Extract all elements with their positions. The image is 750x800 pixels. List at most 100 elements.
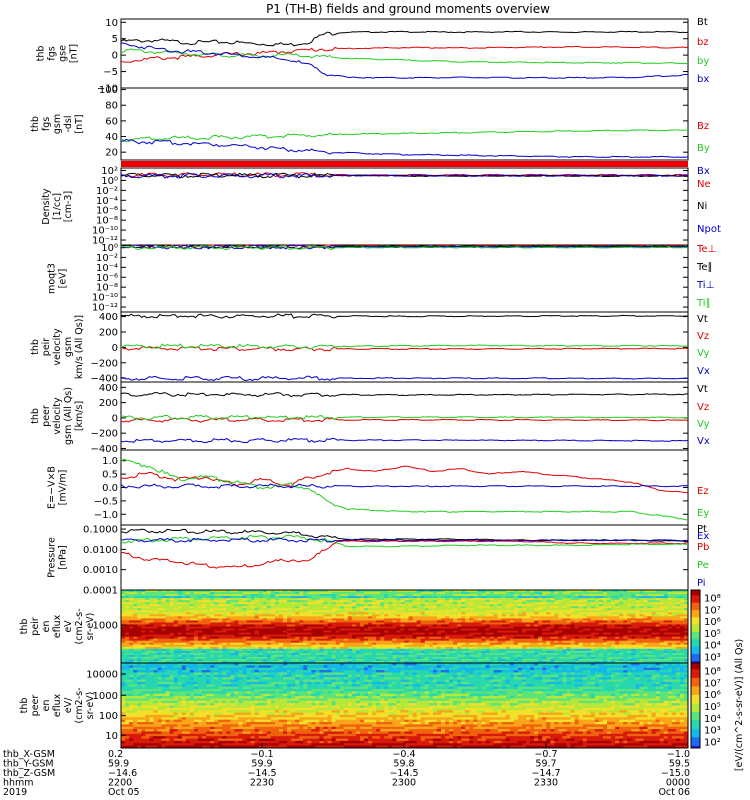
y-axis-label-line: gsm bbox=[52, 114, 63, 134]
y-tick-label: −10 bbox=[97, 84, 118, 95]
series-line-Ex bbox=[120, 483, 689, 489]
colorbar-tick-label: 10⁴ bbox=[704, 714, 721, 725]
y-axis-label-line: E=−V×B bbox=[47, 466, 58, 509]
y-axis-label-line: [nPa] bbox=[58, 545, 69, 570]
x-annotation-value: −0.4 bbox=[392, 749, 415, 760]
y-tick-label: 1000 bbox=[93, 621, 118, 632]
legend-By: By bbox=[697, 143, 710, 154]
x-annotation-value: −14.6 bbox=[108, 768, 137, 779]
y-axis-label-line: sr-eV) bbox=[85, 692, 96, 720]
y-tick-label: 0 bbox=[112, 413, 118, 424]
flag-band bbox=[121, 161, 688, 167]
y-tick-label: 5 bbox=[112, 34, 118, 45]
colorbar-tick-label: 10⁵ bbox=[704, 629, 721, 640]
legend-bx: bx bbox=[697, 74, 709, 85]
y-axis-label-line: eV bbox=[63, 620, 74, 633]
series-line-Vt bbox=[120, 392, 688, 398]
series-line-Ey bbox=[120, 458, 689, 521]
legend-Vx: Vx bbox=[697, 366, 710, 377]
y-tick-label: −0.5 bbox=[94, 496, 118, 507]
y-tick-label: 10000 bbox=[86, 670, 118, 681]
legend-by: by bbox=[697, 56, 709, 67]
y-axis-label-line: en bbox=[41, 621, 52, 633]
legend-Vt: Vt bbox=[697, 384, 708, 395]
y-tick-label: 100 bbox=[99, 85, 118, 96]
y-axis-label-line: thb bbox=[36, 46, 47, 62]
y-axis-label-line: gsm bbox=[63, 337, 74, 357]
y-tick-label: 10 bbox=[105, 18, 118, 29]
y-axis-label-line: km/s (All Qs)] bbox=[74, 315, 85, 379]
y-axis-label-line: thb bbox=[30, 339, 41, 355]
legend-Ez: Ez bbox=[697, 486, 709, 497]
y-axis-label-line: en bbox=[41, 700, 52, 712]
x-annotation-label: thb_Z-GSM bbox=[3, 768, 55, 779]
y-axis-label-line: [eV] bbox=[58, 269, 69, 289]
panel-3: Density [1/cc] [cm-3]10²10⁰10⁻²10⁻⁴10⁻⁶10⁻… bbox=[41, 166, 721, 247]
y-axis-label-line: fgs bbox=[41, 117, 52, 131]
y-axis-label-line: Density bbox=[41, 188, 52, 224]
y-tick-label: 0.0 bbox=[102, 483, 118, 494]
legend-Pt: Pt bbox=[697, 524, 707, 535]
panel-frame bbox=[120, 244, 689, 313]
series-line-Bt bbox=[120, 30, 689, 47]
y-axis-label-line: sr-eV) bbox=[85, 613, 96, 641]
legend-Vz: Vz bbox=[697, 331, 709, 342]
y-tick-label: 1.0 bbox=[102, 456, 118, 467]
series-line-bx bbox=[121, 42, 689, 79]
x-annotation-label: hhmm bbox=[3, 778, 34, 789]
y-axis-label-line: gse bbox=[58, 45, 69, 62]
legend-Ti⊥: Ti⊥ bbox=[696, 280, 714, 291]
panel-frame bbox=[120, 524, 689, 591]
series-line-Vy bbox=[120, 343, 689, 349]
y-axis-label-line: (cm2-s- bbox=[74, 687, 85, 723]
y-tick-label: 400 bbox=[99, 383, 118, 394]
y-tick-label: 10⁻⁸ bbox=[96, 216, 118, 227]
legend-Bz: Bz bbox=[697, 121, 709, 132]
y-axis-label-line: [nT] bbox=[74, 114, 85, 133]
legend-Vt: Vt bbox=[697, 314, 708, 325]
legend-Vx: Vx bbox=[697, 436, 710, 447]
y-tick-label: 10⁰ bbox=[101, 176, 118, 187]
y-tick-label: 10⁻¹² bbox=[92, 236, 118, 247]
y-axis-label-line: -dsl bbox=[63, 115, 74, 132]
x-annotation-value: −15.0 bbox=[661, 768, 690, 779]
colorbar bbox=[690, 662, 701, 749]
series-line-bz bbox=[120, 45, 689, 63]
series-line-Vt bbox=[120, 313, 689, 319]
colorbar-tick-label: 10³ bbox=[704, 726, 721, 737]
x-annotation-value: 2300 bbox=[392, 778, 416, 789]
x-annotation-value: 0.2 bbox=[108, 749, 123, 760]
x-annotation-value: 0000 bbox=[666, 778, 690, 789]
colorbar-tick-label: 10⁷ bbox=[704, 678, 721, 689]
legend-Vy: Vy bbox=[697, 348, 710, 359]
y-tick-label: 0 bbox=[112, 343, 118, 354]
colorbar-tick-label: 10⁴ bbox=[704, 641, 721, 652]
y-tick-label: 10⁻¹⁰ bbox=[92, 293, 118, 304]
y-tick-label: −400 bbox=[91, 374, 118, 385]
y-axis-label-line: eV/ bbox=[63, 697, 74, 713]
y-axis-label-line: peer bbox=[41, 405, 52, 427]
y-tick-label: −1.0 bbox=[94, 510, 118, 521]
x-annotation-value: −14.5 bbox=[389, 768, 418, 779]
series-line-Vz bbox=[120, 345, 689, 352]
y-tick-label: 0.0001 bbox=[83, 586, 118, 597]
series-line-Ti∥ bbox=[120, 244, 689, 251]
legend-Te∥: Te∥ bbox=[696, 262, 713, 273]
series-line-Pb bbox=[120, 540, 689, 569]
y-tick-label: 10⁻² bbox=[96, 186, 118, 197]
x-annotation-block: thb_X-GSM 0.2 −0.1 −0.4 −0.7 −1.0 thb_Y-GSM 59.… bbox=[3, 743, 690, 798]
y-axis-label-line: Pressure bbox=[47, 537, 58, 578]
x-annotation-value: 2230 bbox=[250, 778, 274, 789]
series-line-Vx bbox=[120, 437, 689, 444]
y-tick-label: 10⁻¹⁰ bbox=[92, 226, 118, 237]
colorbar-tick-label: 10² bbox=[704, 738, 721, 749]
x-annotation-label: thb_X-GSM bbox=[3, 749, 55, 760]
y-axis-label-line: (cm2-s- bbox=[74, 608, 85, 644]
y-tick-label: 10⁻⁴ bbox=[96, 263, 118, 274]
legend-Ey: Ey bbox=[697, 508, 709, 519]
panel-2: thb fgs gsm -dsl [nT] 100 80 60 40 20 Bz By Bx bbox=[30, 85, 710, 177]
panel-frame bbox=[120, 449, 689, 526]
y-tick-label: 10⁻² bbox=[96, 253, 118, 264]
y-tick-label: −400 bbox=[91, 444, 118, 455]
